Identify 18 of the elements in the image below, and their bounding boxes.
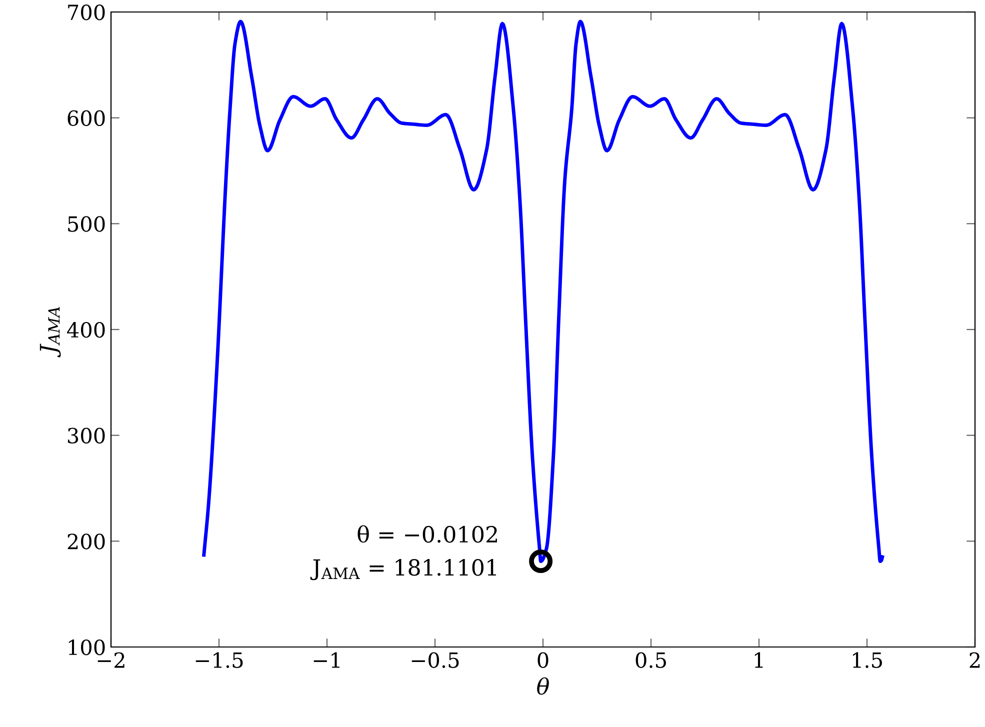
x-tick-label: 1.5	[852, 652, 882, 668]
x-tick-label: 2	[970, 652, 980, 668]
x-tick-label: −1	[314, 652, 340, 668]
annotation: J$_{AMA}$ = 181.1101	[310, 559, 496, 580]
annotation: θ = −0.0102	[358, 525, 497, 543]
x-tick-label: 1	[754, 652, 763, 668]
x-tick-label: 0.5	[636, 652, 666, 668]
x-tick-label: 0	[538, 652, 548, 668]
y-tick-label: 700	[68, 4, 105, 20]
y-tick-label: 200	[68, 534, 105, 550]
x-tick-label: −1.5	[196, 652, 243, 668]
y-tick-label: 400	[67, 322, 105, 338]
y-tick-label: 500	[68, 216, 105, 232]
x-tick-label: −0.5	[412, 652, 459, 668]
x-axis-title: θ	[537, 677, 549, 695]
y-tick-label: 300	[68, 428, 105, 444]
y-axis-title: J$_{AMA}$	[40, 306, 61, 358]
y-tick-label: 600	[68, 110, 105, 126]
